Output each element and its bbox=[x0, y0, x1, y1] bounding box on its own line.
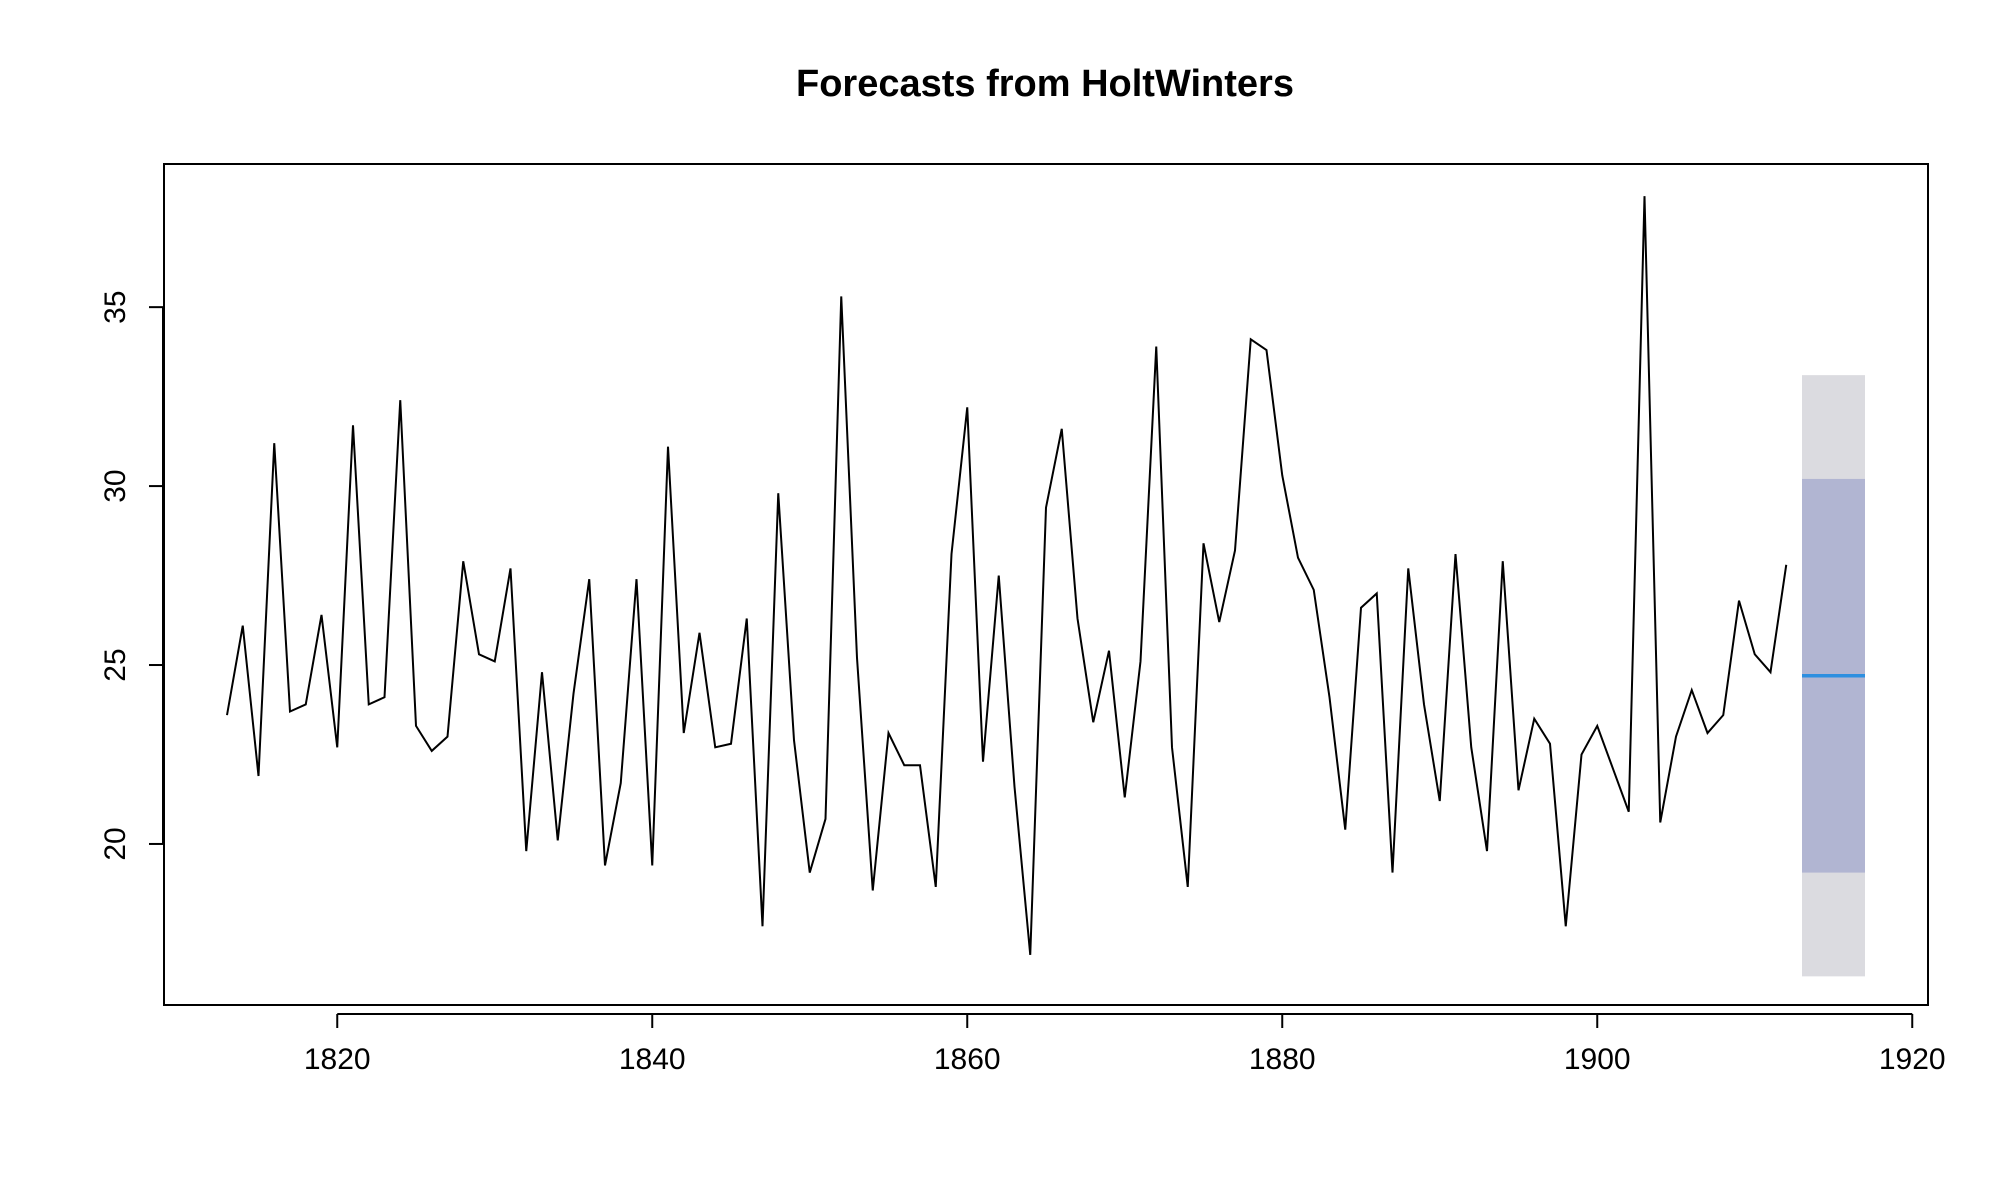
chart-title: Forecasts from HoltWinters bbox=[796, 63, 1294, 105]
y-tick-label: 20 bbox=[99, 827, 132, 860]
plot-frame bbox=[163, 163, 1929, 1006]
x-axis: 1820 1840 1860 1880 1900 1920 bbox=[304, 1013, 1946, 1076]
x-tick-label: 1920 bbox=[1879, 1043, 1946, 1076]
y-tick-label: 25 bbox=[99, 648, 132, 681]
x-tick-label: 1820 bbox=[304, 1043, 371, 1076]
series-line bbox=[226, 196, 1788, 955]
y-tick-label: 35 bbox=[99, 290, 132, 323]
x-tick-label: 1860 bbox=[934, 1043, 1001, 1076]
x-tick-label: 1880 bbox=[1249, 1043, 1316, 1076]
x-tick-label: 1900 bbox=[1564, 1043, 1631, 1076]
y-axis: 20 25 30 35 bbox=[99, 290, 164, 861]
x-tick-label: 1840 bbox=[619, 1043, 686, 1076]
y-tick-label: 30 bbox=[99, 469, 132, 502]
